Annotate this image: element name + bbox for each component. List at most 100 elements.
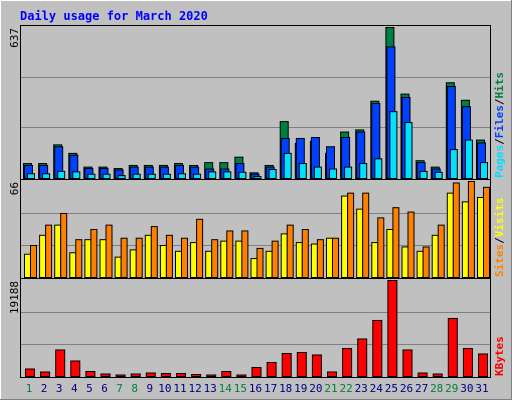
kbytes-bar-day-12: [191, 373, 202, 377]
day-label-31: 31: [475, 382, 488, 395]
sites-bar-day-9: [144, 234, 152, 278]
sites-bar-day-10: [159, 245, 167, 278]
kbytes-bar-day-31: [478, 353, 488, 378]
visits-bar-day-7: [120, 237, 128, 279]
sites-bar-day-5: [84, 239, 92, 279]
visits-bar-day-1: [30, 245, 37, 278]
sites-bar-day-4: [69, 252, 77, 278]
day-label-29: 29: [445, 382, 458, 395]
visits-bar-day-11: [181, 237, 188, 279]
pages-bar-day-22: [344, 166, 353, 179]
day-label-28: 28: [430, 382, 443, 395]
kbytes-bar-day-26: [402, 349, 413, 378]
pages-bar-day-6: [102, 173, 111, 179]
visits-bar-day-2: [45, 224, 53, 279]
visits-bar-day-26: [407, 211, 415, 278]
day-label-30: 30: [460, 382, 473, 395]
kbytes-panel-legend: KBytes: [493, 336, 506, 376]
day-label-23: 23: [355, 382, 368, 395]
pages-bar-day-23: [359, 163, 368, 179]
pages-bar-day-8: [132, 173, 141, 179]
legend-kbytes: KBytes: [493, 336, 506, 376]
pages-bar-day-2: [42, 173, 51, 180]
visits-bar-day-10: [165, 234, 173, 278]
day-label-9: 9: [146, 382, 153, 395]
sites-bar-day-8: [129, 249, 137, 278]
visits-bar-day-27: [422, 246, 430, 278]
kbytes-bar-day-7: [115, 374, 126, 377]
bars: [23, 27, 490, 378]
day-label-20: 20: [309, 382, 322, 395]
day-label-3: 3: [56, 382, 63, 395]
legend-hits: Hits: [493, 72, 506, 99]
kbytes-bar-day-16: [251, 366, 262, 378]
sites-bar-day-12: [190, 242, 198, 279]
pages-bar-day-10: [162, 173, 171, 179]
day-label-14: 14: [219, 382, 233, 395]
day-label-8: 8: [131, 382, 138, 395]
day-label-21: 21: [324, 382, 337, 395]
day-label-18: 18: [279, 382, 292, 395]
visits-bar-day-18: [286, 224, 294, 279]
visits-bar-day-8: [135, 237, 143, 279]
kbytes-bar-day-15: [236, 374, 247, 377]
day-label-11: 11: [173, 382, 186, 395]
sites-bar-day-7: [114, 256, 122, 278]
sites-bar-day-20: [310, 243, 318, 278]
sites-bar-day-29: [446, 192, 454, 279]
pages-bar-day-24: [374, 158, 383, 180]
kbytes-bar-day-11: [176, 372, 186, 378]
kbytes-bar-day-13: [206, 374, 217, 377]
kbytes-bar-day-29: [447, 317, 458, 377]
visits-bar-day-15: [241, 230, 249, 278]
kbytes-bar-day-23: [357, 338, 368, 378]
hits-panel-legend: Pages/Files/Hits: [493, 72, 506, 178]
kbytes-bar-day-2: [40, 371, 51, 378]
day-label-24: 24: [370, 382, 384, 395]
visits-bar-day-5: [90, 229, 98, 278]
day-label-17: 17: [264, 382, 277, 395]
chart-title: Daily usage for March 2020: [20, 9, 208, 23]
sites-bar-day-15: [235, 240, 243, 279]
sites-bar-day-23: [356, 208, 364, 279]
pages-bar-day-16: [253, 176, 262, 179]
visits-bar-day-19: [301, 229, 309, 278]
sites-bar-day-13: [205, 250, 213, 278]
legend-files: Files: [493, 105, 506, 138]
kbytes-bar-day-18: [281, 352, 292, 378]
visits-bar-day-4: [75, 239, 83, 279]
sites-bar-day-11: [175, 250, 182, 278]
pages-bar-day-15: [238, 171, 247, 179]
day-label-16: 16: [249, 382, 262, 395]
visits-bar-day-22: [347, 192, 355, 279]
sites-bar-day-14: [220, 240, 228, 279]
visits-bar-day-13: [211, 239, 219, 279]
kbytes-bar-day-25: [387, 280, 398, 377]
visits-bar-day-23: [362, 192, 370, 279]
day-label-13: 13: [204, 382, 217, 395]
pages-bar-day-20: [313, 166, 322, 179]
day-label-10: 10: [158, 382, 171, 395]
day-label-1: 1: [26, 382, 33, 395]
pages-bar-day-26: [404, 122, 413, 180]
pages-bar-day-18: [283, 152, 292, 180]
sites-bar-day-17: [265, 250, 273, 278]
visits-panel-legend: Sites/Visits: [493, 198, 506, 278]
kbytes-bar-day-22: [342, 347, 353, 377]
sites-bar-day-28: [431, 234, 439, 278]
sites-bar-day-18: [280, 233, 288, 278]
sites-bar-day-16: [250, 258, 258, 279]
kbytes-bar-day-14: [221, 370, 232, 378]
sites-bar-day-22: [341, 195, 349, 278]
pages-bar-day-7: [117, 175, 126, 179]
pages-bar-day-13: [208, 171, 217, 180]
pages-bar-day-3: [57, 170, 66, 179]
pages-bar-day-29: [449, 149, 458, 179]
kbytes-bar-day-30: [462, 347, 473, 377]
pages-bar-day-19: [298, 163, 307, 179]
pages-bar-day-21: [329, 168, 337, 179]
visits-bar-day-29: [452, 182, 460, 278]
day-label-5: 5: [86, 382, 93, 395]
legend-visits: Visits: [493, 198, 506, 238]
